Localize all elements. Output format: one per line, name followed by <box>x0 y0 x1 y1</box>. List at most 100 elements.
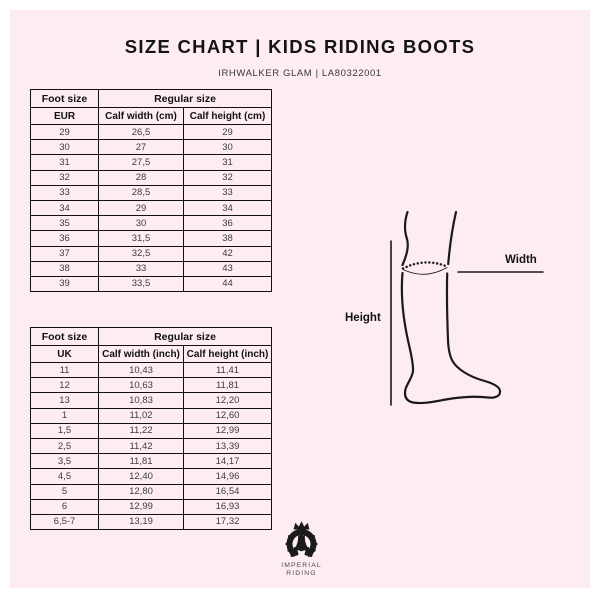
table-cell: 16,54 <box>182 483 273 500</box>
table-cell: 10,43 <box>98 361 184 379</box>
table-cell: 29 <box>30 123 99 141</box>
table-cell: 6,5-7 <box>30 513 99 531</box>
table-cell: 16,93 <box>182 498 273 515</box>
table-cell: 11,81 <box>98 453 184 470</box>
table-cell: 1,5 <box>30 422 99 439</box>
table-row: 1,5 11,22 12,99 <box>30 422 273 439</box>
table-cell: 12,99 <box>98 498 184 515</box>
table-cell: 27 <box>98 139 184 156</box>
table-cell: 13,39 <box>182 437 273 455</box>
table-cell: 30 <box>30 139 99 156</box>
logo-wordmark-line2: RIDING <box>286 570 317 577</box>
table-row: 39 33,5 44 <box>30 275 273 293</box>
table-cell: 11,42 <box>98 437 184 455</box>
leg-outline <box>447 210 458 266</box>
table-cell: 42 <box>182 245 273 262</box>
table-cell: 30 <box>182 139 273 156</box>
table-cell: 34 <box>182 199 273 217</box>
table-group-header-row: Foot size Regular size <box>30 327 273 346</box>
table-row: 37 32,5 42 <box>30 245 273 262</box>
table-cell: 38 <box>30 260 99 277</box>
table-row: 1 11,02 12,60 <box>30 407 273 424</box>
table-cell: 3,5 <box>30 453 99 470</box>
table-row: 36 31,5 38 <box>30 230 273 247</box>
table-row: 38 33 43 <box>30 260 273 277</box>
table-cell: 37 <box>30 245 99 262</box>
table-cell: 12 <box>30 377 99 394</box>
table-row: 11 10,43 11,41 <box>30 361 273 379</box>
table-row: 32 28 32 <box>30 169 273 186</box>
table-row: 4,5 12,40 14,96 <box>30 468 273 485</box>
table-group-header-row: Foot size Regular size <box>30 89 273 108</box>
table-cell: 6 <box>30 498 99 515</box>
table-cell: 29 <box>98 199 184 217</box>
table-cell: 44 <box>182 275 273 293</box>
table-cell: 12,40 <box>98 468 184 485</box>
product-subtitle: IRHWALKER GLAM | LA80322001 <box>218 68 382 79</box>
table-cell: 31 <box>182 154 273 171</box>
page-title: SIZE CHART | KIDS RIDING BOOTS <box>124 36 476 57</box>
table-cell: 32 <box>182 169 273 186</box>
table-row: 29 26,5 29 <box>30 123 273 141</box>
logo-wordmark-line1: IMPERIAL <box>281 562 322 569</box>
uk-column-header: UK <box>30 345 99 363</box>
table-row: 33 28,5 33 <box>30 184 273 201</box>
imperial-riding-horseshoe-crown-icon <box>285 521 318 559</box>
table-cell: 43 <box>182 260 273 277</box>
table-cell: 38 <box>182 230 273 247</box>
table-row: 12 10,63 11,81 <box>30 377 273 394</box>
calf-width-inch-header: Calf width (inch) <box>98 345 184 363</box>
calf-width-cm-header: Calf width (cm) <box>98 107 184 125</box>
table-cell: 35 <box>30 215 99 232</box>
table-row: 31 27,5 31 <box>30 154 273 171</box>
foot-size-header: Foot size <box>30 89 99 108</box>
table-cell: 12,60 <box>182 407 273 424</box>
table-cell: 28 <box>98 169 184 186</box>
size-table-eur-cm: Foot size Regular size EUR Calf width (c… <box>30 89 273 293</box>
table-cell: 33 <box>98 260 184 277</box>
table-cell: 17,32 <box>182 513 273 531</box>
table-cell: 5 <box>30 483 99 500</box>
table-row: 13 10,83 12,20 <box>30 392 273 409</box>
table-cell: 14,17 <box>182 453 273 470</box>
table-cell: 11,22 <box>98 422 184 439</box>
table-cell: 13,19 <box>98 513 184 531</box>
table-row: 34 29 34 <box>30 199 273 217</box>
table-cell: 27,5 <box>98 154 184 171</box>
table-cell: 36 <box>182 215 273 232</box>
table-row: 6 12,99 16,93 <box>30 498 273 515</box>
table-cell: 11,41 <box>182 361 273 379</box>
height-label: Height <box>345 312 381 324</box>
table-row: 6,5-7 13,19 17,32 <box>30 513 273 531</box>
table-cell: 10,83 <box>98 392 184 409</box>
table-cell: 33,5 <box>98 275 184 293</box>
table-cell: 28,5 <box>98 184 184 201</box>
table-cell: 12,80 <box>98 483 184 500</box>
leg-measurement-diagram <box>390 210 544 406</box>
regular-size-header: Regular size <box>97 327 273 346</box>
table-cell: 31,5 <box>98 230 184 247</box>
table-cell: 32 <box>30 169 99 186</box>
table-cell: 36 <box>30 230 99 247</box>
calf-height-inch-header: Calf height (inch) <box>182 345 273 363</box>
table-cell: 33 <box>30 184 99 201</box>
regular-size-header: Regular size <box>97 89 273 108</box>
calf-height-cm-header: Calf height (cm) <box>182 107 273 125</box>
table-cell: 14,96 <box>182 468 273 485</box>
table-row: 35 30 36 <box>30 215 273 232</box>
table-row: 2,5 11,42 13,39 <box>30 437 273 455</box>
eur-column-header: EUR <box>30 107 99 125</box>
table-cell: 29 <box>182 123 273 141</box>
calf-girth-lower-arc <box>402 267 448 275</box>
leg-outline <box>401 210 409 267</box>
table-cell: 12,99 <box>182 422 273 439</box>
table-row: 5 12,80 16,54 <box>30 483 273 500</box>
size-table-uk-inch: Foot size Regular size UK Calf width (in… <box>30 327 273 531</box>
calf-girth-dotted-arc <box>401 261 449 270</box>
table-cell: 11,81 <box>182 377 273 394</box>
table-cell: 4,5 <box>30 468 99 485</box>
table-cell: 31 <box>30 154 99 171</box>
table-cell: 13 <box>30 392 99 409</box>
table-cell: 12,20 <box>182 392 273 409</box>
width-label: Width <box>505 254 537 266</box>
